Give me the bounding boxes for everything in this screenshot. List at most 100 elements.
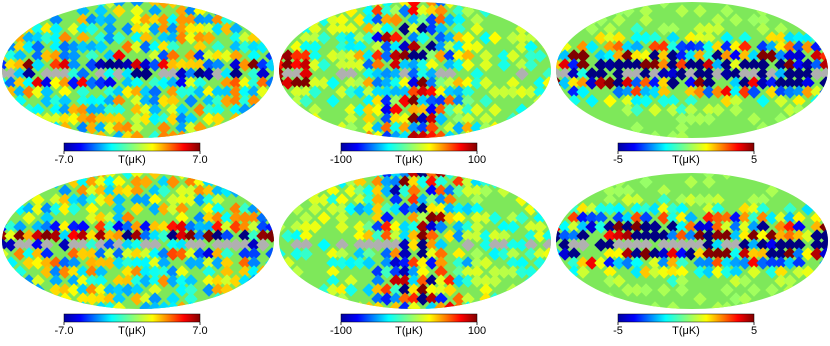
map-pixel: [434, 76, 448, 90]
map-pixel: [407, 301, 421, 309]
map-pixel: [756, 202, 770, 216]
tick-label: -100: [330, 325, 352, 337]
map-pixel: [31, 220, 45, 234]
map-pixel: [279, 175, 286, 189]
map-pixel: [380, 31, 394, 45]
map-pixel: [157, 40, 171, 54]
map-pixel: [747, 76, 761, 90]
map-pixel: [792, 94, 806, 108]
map-pixel: [247, 49, 261, 63]
map-pixel: [792, 220, 806, 234]
map-pixel: [299, 130, 313, 138]
map-pixel: [738, 247, 752, 261]
map-pixel: [425, 103, 439, 117]
map-pixel: [603, 76, 617, 90]
map-pixel: [31, 238, 45, 252]
map-pixel: [202, 31, 216, 45]
map-pixel: [594, 31, 608, 45]
map-pixel: [31, 301, 45, 309]
map-pixel: [407, 67, 421, 81]
map-pixel: [684, 193, 698, 207]
map-pixel: [738, 49, 752, 63]
map-pixel: [452, 292, 466, 306]
map-pixel: [58, 283, 72, 297]
map-pixel: [747, 112, 761, 126]
map-pixel: [558, 238, 572, 252]
map-pixel: [666, 247, 680, 261]
map-pixel: [139, 238, 153, 252]
map-pixel: [256, 229, 270, 243]
map-pixel: [756, 211, 770, 225]
map-pixel: [542, 301, 551, 309]
map-pixel: [299, 94, 313, 108]
map-pixel: [506, 76, 520, 90]
map-pixel: [684, 67, 698, 81]
map-pixel: [202, 22, 216, 36]
map-pixel: [630, 202, 644, 216]
map-pixel: [2, 94, 9, 108]
map-pixel: [425, 173, 439, 180]
map-pixel: [76, 292, 90, 306]
map-pixel: [13, 40, 27, 54]
map-pixel: [4, 67, 18, 81]
map-pixel: [353, 184, 367, 198]
map-pixel: [576, 85, 590, 99]
map-pixel: [148, 173, 162, 180]
map-pixel: [407, 211, 421, 225]
map-pixel: [693, 31, 707, 45]
map-pixel: [603, 274, 617, 288]
map-pixel: [202, 103, 216, 117]
map-pixel: [85, 202, 99, 216]
map-pixel: [103, 256, 117, 270]
map-pixel: [585, 4, 599, 18]
map-pixel: [434, 103, 448, 117]
map-pixel: [22, 40, 36, 54]
map-pixel: [603, 31, 617, 45]
map-pixel: [621, 211, 635, 225]
map-pixel: [810, 49, 824, 63]
map-pixel: [470, 22, 484, 36]
map-pixel: [103, 175, 117, 189]
map-pixel: [657, 265, 671, 279]
map-pixel: [648, 229, 662, 243]
map-pixel: [299, 31, 313, 45]
map-pixel: [558, 247, 572, 261]
panel: -5 5T(μK): [556, 2, 828, 166]
map-pixel: [157, 112, 171, 126]
map-pixel: [621, 85, 635, 99]
map-pixel: [594, 220, 608, 234]
map-pixel: [783, 49, 797, 63]
map-pixel: [148, 13, 162, 27]
map-pixel: [711, 265, 725, 279]
map-pixel: [184, 31, 198, 45]
map-pixel: [380, 67, 394, 81]
map-pixel: [371, 22, 385, 36]
map-pixel: [747, 238, 761, 252]
map-pixel: [702, 76, 716, 90]
map-pixel: [58, 220, 72, 234]
map-pixel: [157, 2, 171, 9]
map-pixel: [792, 67, 806, 81]
map-pixel: [317, 31, 331, 45]
map-pixel: [630, 229, 644, 243]
map-pixel: [76, 40, 90, 54]
map-pixel: [774, 256, 788, 270]
map-pixel: [792, 130, 806, 138]
map-pixel: [94, 175, 108, 189]
map-pixel: [335, 58, 349, 72]
map-pixel: [389, 49, 403, 63]
map-pixel: [603, 94, 617, 108]
map-pixel: [229, 2, 243, 9]
map-pixel: [58, 265, 72, 279]
map-pixel: [148, 283, 162, 297]
map-pixel: [344, 301, 358, 309]
map-pixel: [335, 49, 349, 63]
map-pixel: [639, 202, 653, 216]
map-pixel: [389, 256, 403, 270]
map-pixel: [299, 58, 313, 72]
map-pixel: [238, 31, 252, 45]
map-pixel: [85, 184, 99, 198]
map-pixel: [774, 265, 788, 279]
map-pixel: [515, 67, 529, 81]
map-pixel: [58, 301, 72, 309]
